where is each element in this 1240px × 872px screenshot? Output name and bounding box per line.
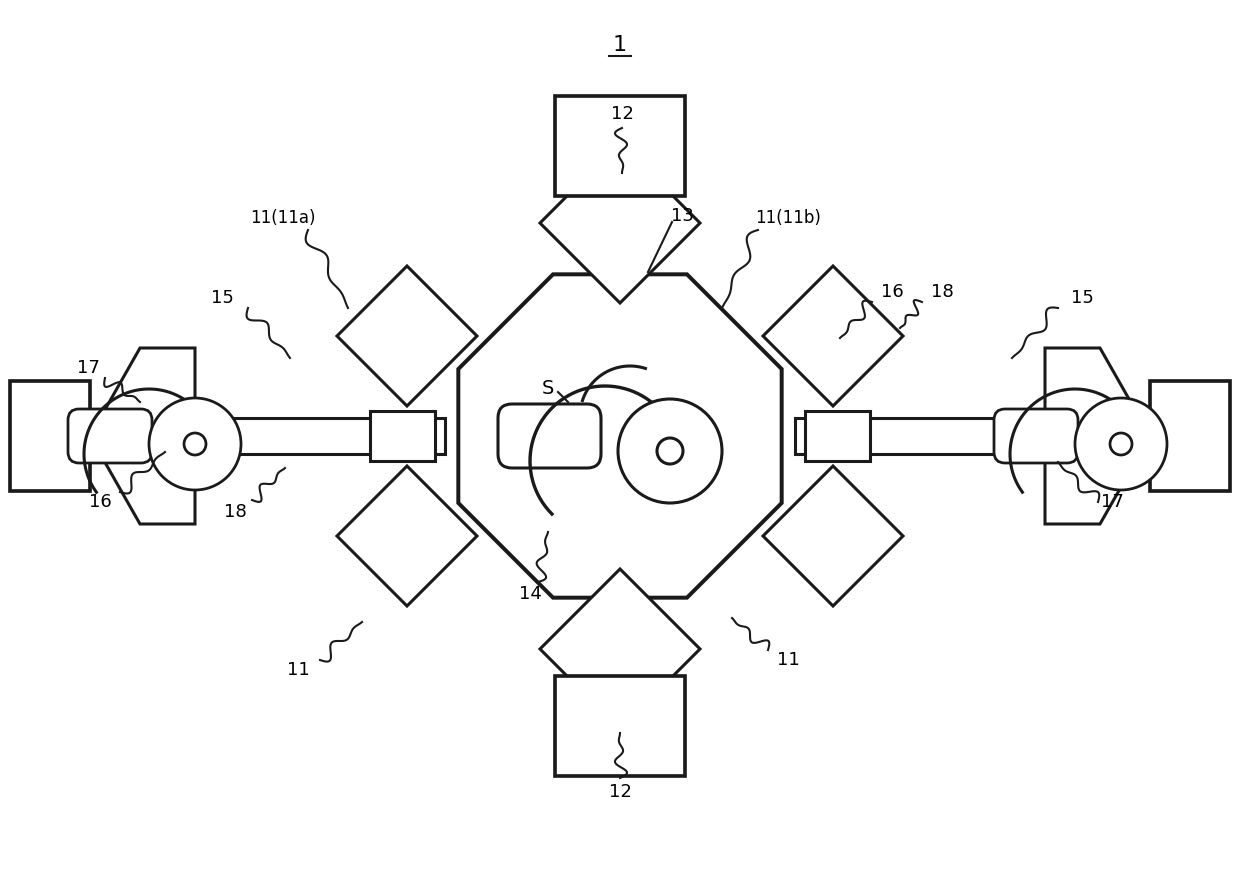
Text: 15: 15	[211, 289, 233, 307]
Text: 11(11b): 11(11b)	[755, 209, 821, 227]
Text: 11: 11	[286, 661, 309, 679]
Polygon shape	[539, 143, 701, 303]
Text: 15: 15	[1070, 289, 1094, 307]
Text: 11(11a): 11(11a)	[250, 209, 316, 227]
Text: 17: 17	[77, 359, 99, 377]
Text: 12: 12	[610, 105, 634, 123]
Bar	[556, 676, 684, 776]
Bar	[795, 418, 1045, 454]
Text: 14: 14	[518, 585, 542, 603]
Text: 16: 16	[880, 283, 904, 301]
Polygon shape	[539, 569, 701, 729]
Text: 13: 13	[671, 207, 693, 225]
Polygon shape	[1045, 348, 1149, 524]
Circle shape	[618, 399, 722, 503]
Polygon shape	[763, 466, 903, 606]
Polygon shape	[91, 348, 195, 524]
Polygon shape	[337, 466, 477, 606]
Text: 17: 17	[1101, 493, 1123, 511]
Polygon shape	[459, 275, 781, 597]
FancyBboxPatch shape	[498, 404, 601, 468]
Bar	[10, 381, 91, 491]
Circle shape	[184, 433, 206, 455]
Circle shape	[149, 398, 241, 490]
Circle shape	[657, 438, 683, 464]
Polygon shape	[763, 266, 903, 406]
Bar	[370, 411, 435, 461]
Bar	[556, 96, 684, 196]
Text: 11: 11	[776, 651, 800, 669]
Bar	[195, 418, 445, 454]
Text: S: S	[542, 378, 554, 398]
FancyBboxPatch shape	[68, 409, 153, 463]
Text: 12: 12	[609, 783, 631, 801]
Text: 16: 16	[88, 493, 112, 511]
Bar	[1149, 381, 1230, 491]
Text: 18: 18	[931, 283, 954, 301]
Text: 18: 18	[223, 503, 247, 521]
Polygon shape	[337, 266, 477, 406]
Circle shape	[1075, 398, 1167, 490]
Text: 1: 1	[613, 35, 627, 55]
FancyBboxPatch shape	[994, 409, 1078, 463]
Bar	[805, 411, 870, 461]
Circle shape	[1110, 433, 1132, 455]
